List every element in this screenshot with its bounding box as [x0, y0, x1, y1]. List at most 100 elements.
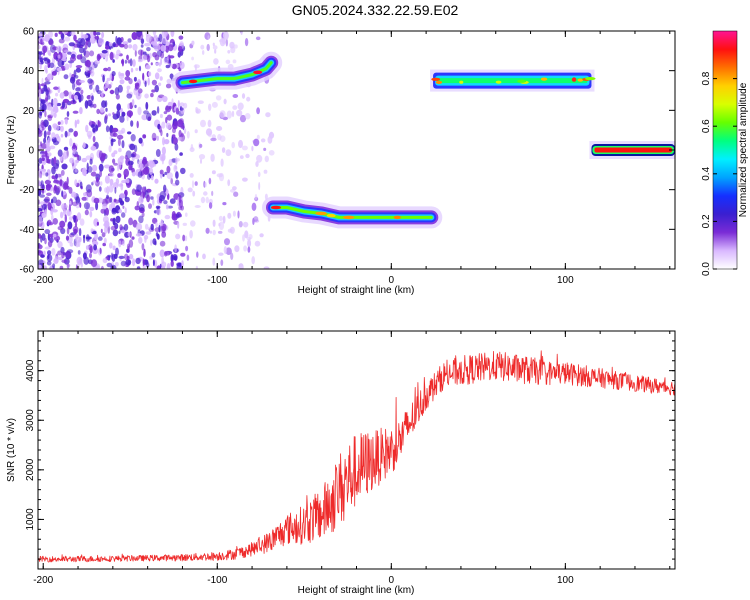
noise-speck [236, 109, 243, 117]
noise-speck [55, 105, 58, 111]
noise-speck [134, 82, 140, 87]
noise-speck [119, 224, 123, 231]
heatmap-ytick-label: 0 [28, 146, 34, 157]
noise-speck [152, 259, 155, 267]
noise-speck [206, 43, 210, 52]
noise-speck [154, 178, 159, 184]
noise-speck [75, 233, 79, 239]
noise-speck [227, 179, 231, 187]
noise-speck [234, 245, 240, 253]
noise-speck [95, 31, 101, 36]
noise-speck [125, 70, 131, 77]
noise-speck [44, 179, 52, 185]
noise-speck [143, 234, 149, 240]
noise-speck [75, 241, 79, 248]
noise-speck [202, 253, 206, 260]
noise-speck [182, 234, 186, 242]
noise-speck [87, 166, 93, 173]
noise-speck [47, 202, 52, 211]
noise-speck [232, 59, 237, 64]
noise-speck [134, 104, 137, 109]
noise-speck [158, 33, 163, 43]
noise-speck [90, 70, 95, 77]
noise-speck [41, 103, 47, 112]
noise-speck [205, 227, 210, 234]
noise-speck [189, 147, 195, 153]
noise-speck [90, 145, 97, 151]
noise-speck [129, 58, 133, 67]
noise-speck [45, 158, 51, 164]
noise-speck [108, 165, 115, 174]
noise-speck [103, 223, 109, 227]
noise-speck [138, 65, 142, 72]
noise-speck [74, 179, 78, 187]
noise-speck [234, 44, 238, 49]
noise-speck [68, 42, 75, 47]
noise-speck [147, 55, 151, 63]
noise-speck [159, 169, 164, 175]
noise-speck [232, 94, 239, 98]
noise-speck [127, 245, 130, 253]
noise-speck [197, 100, 204, 104]
noise-speck [222, 31, 229, 40]
noise-speck [62, 208, 67, 217]
noise-speck [254, 240, 261, 247]
noise-speck [38, 50, 41, 60]
noise-speck [53, 140, 59, 146]
noise-speck [118, 240, 122, 248]
noise-speck [141, 54, 148, 61]
noise-speck [156, 106, 160, 114]
noise-speck [41, 168, 46, 172]
noise-speck [132, 43, 138, 51]
noise-speck [55, 92, 59, 97]
heatmap-xtick-label: 0 [389, 275, 395, 286]
noise-speck [225, 247, 232, 255]
noise-speck [45, 183, 53, 188]
noise-speck [89, 158, 93, 165]
noise-speck [221, 147, 226, 154]
noise-speck [47, 254, 50, 259]
noise-speck [227, 212, 232, 219]
noise-speck [148, 167, 154, 175]
noise-speck [44, 81, 51, 85]
noise-speck [39, 97, 41, 102]
noise-speck [38, 244, 43, 250]
noise-speck [87, 40, 91, 48]
noise-speck [89, 252, 92, 259]
noise-speck [46, 192, 52, 196]
noise-speck [99, 169, 102, 178]
noise-speck [128, 253, 134, 260]
noise-speck [134, 205, 140, 211]
noise-speck [87, 78, 93, 84]
noise-speck [127, 38, 132, 43]
noise-speck [216, 173, 223, 178]
noise-speck [138, 215, 144, 224]
noise-speck [146, 194, 151, 203]
noise-speck [73, 69, 77, 78]
noise-speck [211, 101, 218, 108]
noise-speck [180, 132, 184, 138]
noise-speck [174, 143, 179, 151]
noise-speck [159, 240, 166, 247]
noise-speck [106, 262, 113, 268]
noise-speck [150, 239, 153, 246]
noise-speck [69, 56, 77, 62]
noise-speck [211, 190, 214, 197]
noise-speck [111, 207, 117, 213]
noise-speck [137, 59, 143, 63]
noise-speck [181, 260, 184, 268]
noise-speck [59, 265, 64, 269]
noise-speck [118, 73, 125, 80]
noise-speck [137, 88, 143, 94]
noise-speck [186, 131, 190, 139]
noise-speck [73, 154, 80, 158]
noise-speck [175, 171, 179, 179]
noise-speck [75, 264, 78, 269]
noise-speck [57, 149, 63, 157]
noise-speck [128, 217, 134, 226]
noise-speck [227, 50, 231, 54]
noise-speck [253, 216, 259, 222]
noise-speck [137, 106, 142, 116]
noise-speck [198, 154, 206, 160]
noise-speck [104, 225, 108, 234]
